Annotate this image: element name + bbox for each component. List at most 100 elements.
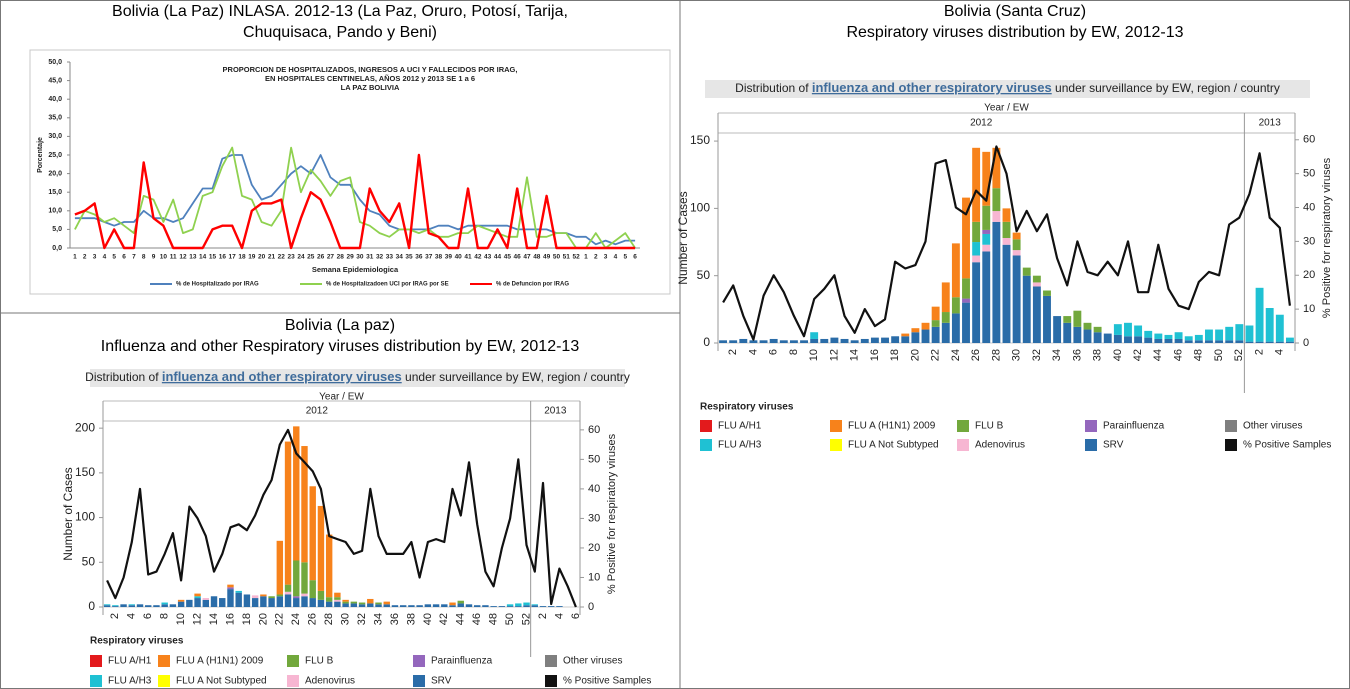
- bar-segment: [729, 340, 738, 343]
- bar-segment: [850, 340, 859, 343]
- x-tick-label: 5: [623, 254, 627, 261]
- x-tick-label: 50: [553, 254, 561, 261]
- x-tick-label: 48: [1193, 349, 1205, 361]
- bar-segment: [1205, 340, 1213, 343]
- bar-segment: [1012, 255, 1021, 343]
- x-tick-label: 20: [257, 613, 269, 625]
- bar-segment: [982, 244, 991, 252]
- bar-segment: [301, 596, 308, 607]
- x-tick-label: 44: [494, 254, 502, 261]
- bar-segment: [1144, 337, 1153, 343]
- bar-segment: [383, 601, 390, 605]
- bar-segment: [1124, 336, 1132, 343]
- legend-label: % de Hospitalizado por IRAG: [176, 282, 259, 288]
- bar-segment: [293, 426, 300, 561]
- chart-title: PROPORCION DE HOSPITALIZADOS, INGRESOS A…: [223, 65, 518, 74]
- bar-segment: [515, 603, 522, 607]
- y-tick-label: 200: [75, 420, 95, 434]
- chart-frame: [29, 49, 671, 295]
- y-axis-title: Number of Cases: [676, 191, 690, 284]
- bar-segment: [227, 584, 234, 588]
- bar-segment: [769, 338, 778, 343]
- x-tick-label: 26: [307, 613, 319, 625]
- x-tick-label: 16: [224, 613, 236, 625]
- bar-segment: [749, 340, 758, 343]
- legend-label: Other viruses: [563, 656, 622, 667]
- bar-segment: [276, 596, 284, 607]
- bar-segment: [1215, 329, 1224, 341]
- bar-segment: [1002, 238, 1011, 245]
- banner: [705, 80, 1310, 98]
- bar-segment: [251, 595, 259, 599]
- x-tick-label: 40: [422, 613, 434, 625]
- legend-label: FLU A/H1: [718, 421, 762, 432]
- bar-segment: [317, 599, 325, 607]
- bar-segment: [251, 598, 259, 607]
- legend-swatch: [413, 675, 425, 687]
- x-tick-label: 6: [570, 613, 582, 619]
- y-tick-label: 0: [703, 335, 710, 349]
- bar-segment: [309, 598, 316, 607]
- y2-tick-label: 10: [1303, 303, 1315, 315]
- bar-segment: [972, 242, 981, 256]
- bar-segment: [227, 589, 234, 607]
- legend-swatch: [287, 675, 299, 687]
- bar-segment: [145, 605, 152, 607]
- bar-segment: [982, 205, 991, 230]
- bar-segment: [1235, 340, 1244, 343]
- y-tick-label: 30,0: [48, 133, 62, 140]
- bar-segment: [432, 604, 440, 607]
- x-tick-label: 36: [389, 613, 401, 625]
- x-tick-label: 18: [238, 254, 246, 261]
- bar-segment: [800, 340, 808, 343]
- line-series: [74, 146, 636, 249]
- x-tick-label: 31: [366, 254, 374, 261]
- x-tick-label: 48: [533, 254, 541, 261]
- x-header: Year / EW: [984, 103, 1029, 114]
- cell-caption: Bolivia (La paz): [285, 317, 395, 334]
- x-tick-label: 4: [553, 613, 565, 619]
- bar-segment: [161, 602, 168, 605]
- x-tick-label: 11: [170, 254, 177, 261]
- x-tick-label: 3: [604, 254, 608, 261]
- bar-segment: [1215, 340, 1224, 343]
- bar-segment: [350, 601, 358, 604]
- bar-segment: [128, 604, 135, 606]
- x-tick-label: 8: [159, 613, 171, 619]
- bar-segment: [1032, 286, 1041, 343]
- bar-segment: [334, 599, 341, 602]
- y-tick-label: 150: [75, 465, 95, 479]
- bar-segment: [325, 601, 333, 607]
- group-label: 2013: [1259, 118, 1282, 129]
- bar-segment: [342, 601, 349, 604]
- bar-segment: [789, 340, 798, 343]
- y2-axis-title: % Positive for respiratory viruses: [1321, 157, 1333, 318]
- legend-swatch: [90, 655, 102, 667]
- y-tick-label: 100: [75, 510, 95, 524]
- x-tick-label: 46: [471, 613, 483, 625]
- bar-segment: [210, 596, 218, 607]
- bar-segment: [779, 340, 788, 343]
- bar-segment: [177, 601, 185, 607]
- bar-segment: [506, 604, 514, 607]
- bar-segment: [992, 147, 1001, 189]
- legend-swatch: [1085, 439, 1097, 451]
- bar-segment: [301, 593, 308, 597]
- y2-tick-label: 0: [588, 601, 594, 613]
- x-tick-label: 12: [828, 349, 840, 361]
- x-tick-label: 18: [889, 349, 901, 361]
- legend-title: Respiratory viruses: [700, 402, 794, 413]
- bar-segment: [531, 604, 538, 606]
- bar-segment: [1012, 239, 1021, 251]
- x-tick-label: 47: [523, 254, 531, 261]
- y-axis-title: Porcentaje: [37, 137, 44, 173]
- banner-part: under surveillance by EW, region / count…: [1052, 81, 1280, 95]
- group-label: 2013: [544, 406, 567, 417]
- bar-segment: [982, 251, 991, 343]
- x-tick-label: 20: [909, 349, 921, 361]
- x-tick-label: 21: [268, 254, 276, 261]
- x-axis-title: Semana Epidemiologica: [312, 265, 399, 274]
- x-tick-label: 7: [132, 254, 136, 261]
- bar-segment: [820, 338, 829, 343]
- bar-segment: [982, 229, 991, 234]
